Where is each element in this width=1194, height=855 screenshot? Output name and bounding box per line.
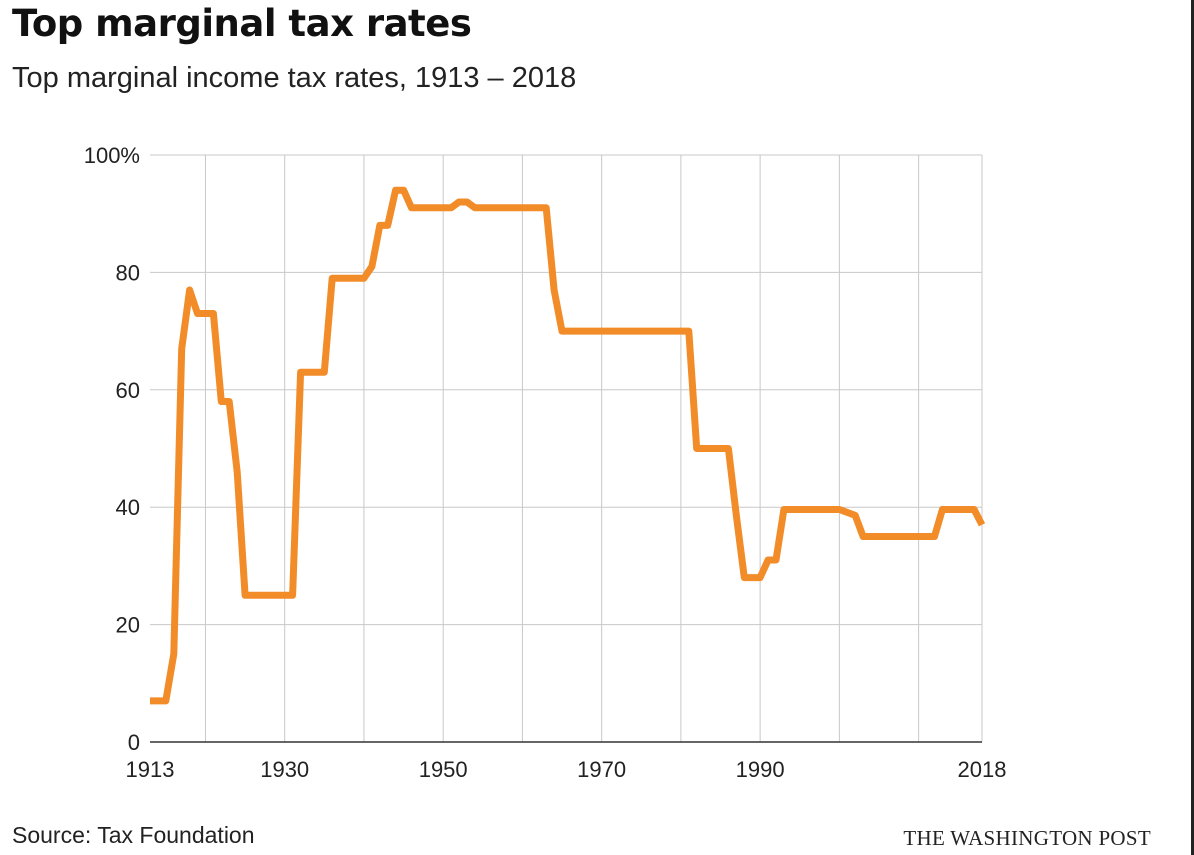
publisher-credit: THE WASHINGTON POST — [903, 826, 1151, 850]
y-tick-label: 0 — [128, 730, 140, 755]
y-tick-label: 60 — [116, 378, 140, 403]
series-group — [150, 186, 986, 705]
x-tick-label: 1970 — [577, 757, 626, 782]
line-chart: 0 20 40 60 80 100% 1913 1930 1950 1970 1990 2018 — [84, 143, 1007, 782]
x-tick-label: 2018 — [958, 757, 1007, 782]
y-tick-label: 80 — [116, 260, 140, 285]
y-tick-label: 100% — [84, 143, 140, 168]
chart-grid — [150, 154, 983, 743]
chart-title: Top marginal tax rates — [12, 2, 472, 45]
source-note: Source: Tax Foundation — [12, 822, 255, 848]
x-tick-label: 1930 — [260, 757, 309, 782]
series-line — [150, 186, 986, 705]
y-tick-label: 20 — [116, 613, 140, 638]
x-axis-labels: 1913 1930 1950 1970 1990 2018 — [126, 757, 1007, 782]
x-tick-label: 1950 — [419, 757, 468, 782]
y-axis-labels: 0 20 40 60 80 100% — [84, 143, 140, 755]
x-tick-label: 1913 — [126, 757, 175, 782]
chart-subtitle: Top marginal income tax rates, 1913 – 20… — [12, 62, 577, 94]
y-tick-label: 40 — [116, 495, 140, 520]
x-tick-label: 1990 — [736, 757, 785, 782]
